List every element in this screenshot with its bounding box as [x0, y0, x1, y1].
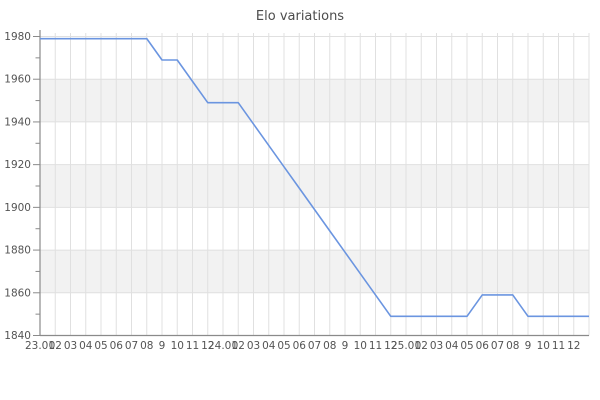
x-tick-label: 24.01 — [208, 340, 238, 352]
x-tick-label: 07 — [125, 340, 138, 352]
x-tick-label: 11 — [369, 340, 382, 352]
x-tick-label: 05 — [277, 340, 290, 352]
x-tick-label: 9 — [159, 340, 166, 352]
x-tick-label: 23.01 — [25, 340, 55, 352]
x-tick-label: 12 — [567, 340, 580, 352]
x-tick-label: 07 — [308, 340, 321, 352]
x-tick-label: 11 — [552, 340, 565, 352]
x-tick-label: 02 — [49, 340, 62, 352]
x-tick-label: 05 — [94, 340, 107, 352]
y-tick-label: 1860 — [4, 287, 31, 299]
x-tick-label: 10 — [354, 340, 367, 352]
x-tick-label: 03 — [430, 340, 443, 352]
x-tick-label: 10 — [171, 340, 184, 352]
x-tick-label: 12 — [384, 340, 397, 352]
x-tick-label: 07 — [491, 340, 504, 352]
x-tick-label: 02 — [415, 340, 428, 352]
x-tick-label: 11 — [186, 340, 199, 352]
x-tick-label: 08 — [140, 340, 153, 352]
x-tick-label: 04 — [262, 340, 276, 352]
y-tick-label: 1920 — [4, 159, 31, 171]
y-tick-label: 1840 — [4, 330, 31, 342]
x-tick-label: 08 — [506, 340, 519, 352]
x-tick-label: 03 — [64, 340, 77, 352]
x-tick-label: 9 — [525, 340, 532, 352]
y-tick-label: 1980 — [4, 31, 31, 43]
x-tick-label: 08 — [323, 340, 336, 352]
x-tick-label: 06 — [293, 340, 307, 352]
x-tick-label: 25.01 — [391, 340, 421, 352]
y-tick-label: 1960 — [4, 74, 31, 86]
x-tick-label: 03 — [247, 340, 260, 352]
y-tick-label: 1880 — [4, 245, 31, 257]
x-tick-label: 05 — [460, 340, 473, 352]
x-tick-label: 10 — [537, 340, 550, 352]
x-tick-label: 9 — [342, 340, 349, 352]
x-tick-label: 02 — [232, 340, 245, 352]
y-tick-label: 1900 — [4, 202, 31, 214]
chart-title: Elo variations — [256, 9, 344, 24]
x-tick-label: 12 — [201, 340, 214, 352]
x-tick-label: 04 — [79, 340, 93, 352]
y-tick-label: 1940 — [4, 116, 31, 128]
elo-series-line — [40, 37, 589, 318]
x-tick-label: 06 — [110, 340, 124, 352]
x-tick-label: 04 — [445, 340, 459, 352]
x-tick-label: 06 — [476, 340, 490, 352]
